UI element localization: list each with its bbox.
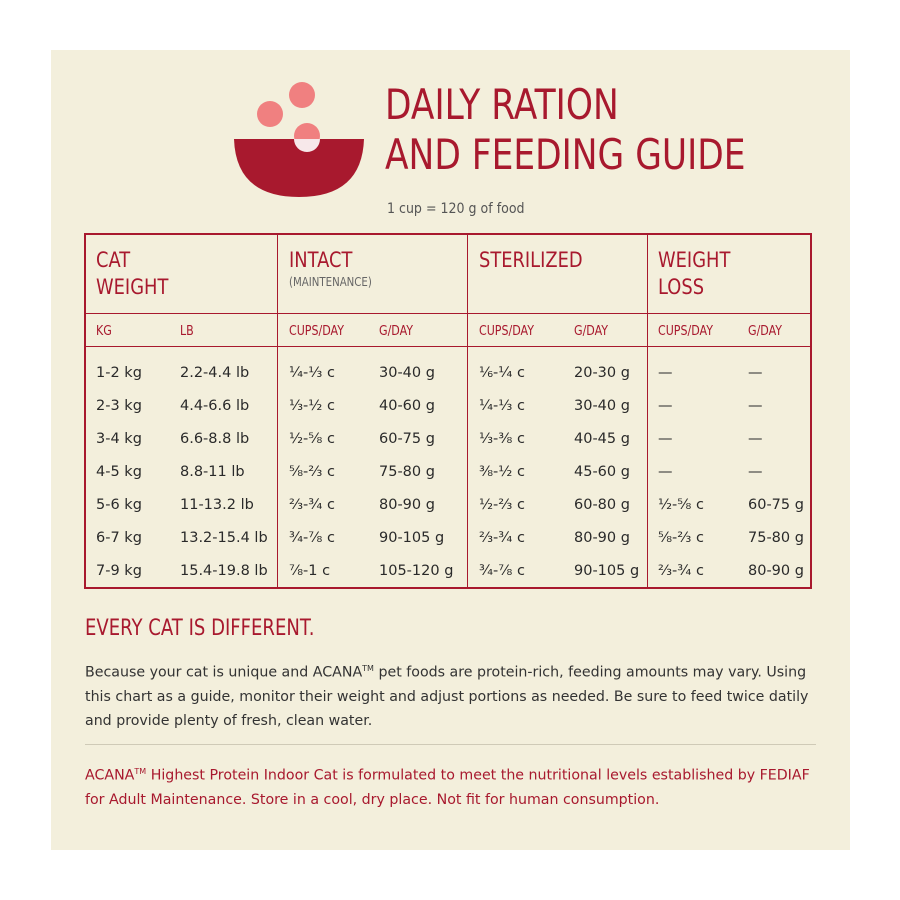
- header-sterilized: STERILIZED: [479, 247, 583, 274]
- product-note: ACANATM Highest Protein Indoor Cat is fo…: [85, 760, 825, 812]
- table-cell: 40-60 g: [379, 398, 435, 414]
- row-divider: [86, 313, 810, 314]
- table-cell: ¾-⅞ c: [289, 530, 335, 546]
- table-cell: 8.8-11 lb: [180, 464, 245, 480]
- table-cell: 80-90 g: [379, 497, 435, 513]
- table-cell: —: [748, 464, 763, 480]
- table-cell: 80-90 g: [574, 530, 630, 546]
- header-weight-loss: WEIGHT LOSS: [658, 247, 730, 301]
- table-cell: ¼-⅓ c: [289, 365, 335, 381]
- table-cell: 75-80 g: [748, 530, 804, 546]
- title-line-1: DAILY RATION: [385, 80, 619, 129]
- header-line: STERILIZED: [479, 248, 583, 272]
- table-cell: 90-105 g: [574, 563, 640, 579]
- table-cell: 30-40 g: [379, 365, 435, 381]
- advice-text-start: Because your cat is unique and ACANA: [85, 664, 363, 681]
- header-cat-weight: CAT WEIGHT: [96, 247, 168, 301]
- table-cell: 13.2-15.4 lb: [180, 530, 268, 546]
- table-cell: —: [658, 464, 673, 480]
- divider: [85, 744, 816, 745]
- row-divider: [86, 346, 810, 347]
- table-cell: 2-3 kg: [96, 398, 142, 414]
- table-cell: ⅓-⅜ c: [479, 431, 525, 447]
- table-cell: 5-6 kg: [96, 497, 142, 513]
- table-cell: —: [658, 365, 673, 381]
- table-cell: ½-⅝ c: [289, 431, 335, 447]
- table-cell: ⅝-⅔ c: [289, 464, 335, 480]
- table-cell: —: [748, 398, 763, 414]
- table-cell: 105-120 g: [379, 563, 454, 579]
- trademark-mark: TM: [134, 767, 147, 776]
- table-cell: 45-60 g: [574, 464, 630, 480]
- header-line: INTACT: [289, 248, 353, 272]
- table-cell: ⅙-¼ c: [479, 365, 525, 381]
- table-cell: 30-40 g: [574, 398, 630, 414]
- table-cell: —: [748, 365, 763, 381]
- table-cell: 40-45 g: [574, 431, 630, 447]
- header-line: WEIGHT: [96, 275, 169, 299]
- header-line: CAT: [96, 248, 131, 272]
- unit-header: KG: [96, 324, 112, 339]
- table-cell: 15.4-19.8 lb: [180, 563, 268, 579]
- header-line: LOSS: [658, 275, 705, 299]
- guide-panel: [51, 50, 850, 850]
- unit-header: G/DAY: [379, 324, 414, 339]
- header-subnote: (MAINTENANCE): [289, 275, 372, 289]
- unit-header: G/DAY: [748, 324, 783, 339]
- note-text-end: Highest Protein Indoor Cat is formulated…: [85, 767, 810, 808]
- table-cell: 1-2 kg: [96, 365, 142, 381]
- unit-header: CUPS/DAY: [289, 324, 344, 339]
- food-bowl-icon: [234, 82, 364, 197]
- table-cell: ¾-⅞ c: [479, 563, 525, 579]
- table-cell: 7-9 kg: [96, 563, 142, 579]
- trademark-mark: TM: [362, 664, 374, 673]
- table-cell: ⅞-1 c: [289, 563, 331, 579]
- table-cell: 60-75 g: [379, 431, 435, 447]
- table-cell: 90-105 g: [379, 530, 445, 546]
- table-cell: ⅔-¾ c: [658, 563, 704, 579]
- table-cell: 6-7 kg: [96, 530, 142, 546]
- col-divider: [647, 235, 648, 587]
- table-cell: 20-30 g: [574, 365, 630, 381]
- section-title: EVERY CAT IS DIFFERENT.: [85, 616, 315, 641]
- unit-header: LB: [180, 324, 194, 339]
- table-cell: ½-⅝ c: [658, 497, 704, 513]
- table-cell: 4.4-6.6 lb: [180, 398, 250, 414]
- table-cell: ⅝-⅔ c: [658, 530, 704, 546]
- page-title: DAILY RATION AND FEEDING GUIDE: [385, 80, 746, 180]
- advice-paragraph: Because your cat is unique and ACANATM p…: [85, 657, 825, 733]
- table-cell: ½-⅔ c: [479, 497, 525, 513]
- col-divider: [277, 235, 278, 587]
- table-cell: 60-80 g: [574, 497, 630, 513]
- table-cell: —: [658, 431, 673, 447]
- table-cell: —: [658, 398, 673, 414]
- unit-header: G/DAY: [574, 324, 609, 339]
- table-cell: ⅜-½ c: [479, 464, 525, 480]
- table-cell: 3-4 kg: [96, 431, 142, 447]
- header-intact: INTACT (MAINTENANCE): [289, 247, 372, 290]
- table-cell: 2.2-4.4 lb: [180, 365, 250, 381]
- feeding-table: CAT WEIGHT INTACT (MAINTENANCE) STERILIZ…: [84, 233, 812, 589]
- table-cell: —: [748, 431, 763, 447]
- unit-header: CUPS/DAY: [658, 324, 713, 339]
- table-cell: 60-75 g: [748, 497, 804, 513]
- table-cell: ⅓-½ c: [289, 398, 335, 414]
- table-cell: 80-90 g: [748, 563, 804, 579]
- table-cell: 4-5 kg: [96, 464, 142, 480]
- cup-conversion-note: 1 cup = 120 g of food: [387, 201, 525, 217]
- advice-text-end: pet foods are protein-rich, feeding amou…: [85, 664, 809, 729]
- table-cell: ⅔-¾ c: [289, 497, 335, 513]
- table-cell: ⅔-¾ c: [479, 530, 525, 546]
- table-cell: ¼-⅓ c: [479, 398, 525, 414]
- title-line-2: AND FEEDING GUIDE: [385, 130, 746, 179]
- col-divider: [467, 235, 468, 587]
- header-line: WEIGHT: [658, 248, 731, 272]
- note-text-start: ACANA: [85, 767, 135, 784]
- table-cell: 6.6-8.8 lb: [180, 431, 250, 447]
- table-cell: 75-80 g: [379, 464, 435, 480]
- unit-header: CUPS/DAY: [479, 324, 534, 339]
- table-cell: 11-13.2 lb: [180, 497, 254, 513]
